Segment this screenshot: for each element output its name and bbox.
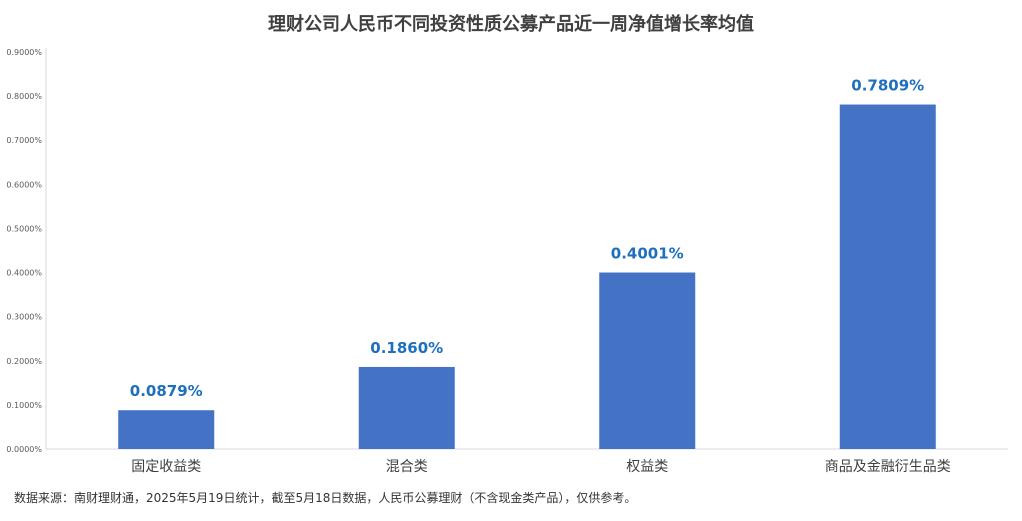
y-tick-label: 0.4000%: [6, 269, 42, 278]
chart-title: 理财公司人民币不同投资性质公募产品近一周净值增长率均值: [268, 14, 754, 35]
x-tick-label: 混合类: [386, 459, 428, 475]
bar: [599, 272, 696, 449]
y-tick-label: 0.9000%: [6, 48, 42, 57]
bar: [358, 366, 455, 449]
x-tick-label: 固定收益类: [131, 459, 201, 475]
bar: [118, 410, 215, 449]
data-label: 0.0879%: [130, 382, 203, 400]
y-tick-label: 0.5000%: [6, 224, 42, 233]
x-tick-label: 商品及金融衍生品类: [825, 459, 951, 475]
y-tick-label: 0.2000%: [6, 357, 42, 366]
x-tick-label: 权益类: [626, 459, 668, 475]
y-tick-label: 0.0000%: [6, 445, 42, 454]
y-tick-label: 0.6000%: [6, 180, 42, 189]
y-tick-label: 0.3000%: [6, 313, 42, 322]
y-tick-label: 0.1000%: [6, 401, 42, 410]
data-label: 0.7809%: [851, 77, 924, 95]
bar: [839, 104, 936, 450]
data-label: 0.1860%: [370, 339, 443, 357]
y-tick-label: 0.8000%: [6, 92, 42, 101]
y-tick-label: 0.7000%: [6, 136, 42, 145]
source-note: 数据来源：南财理财通，2025年5月19日统计，截至5月18日数据，人民币公募理…: [14, 491, 637, 505]
data-label: 0.4001%: [611, 245, 684, 263]
